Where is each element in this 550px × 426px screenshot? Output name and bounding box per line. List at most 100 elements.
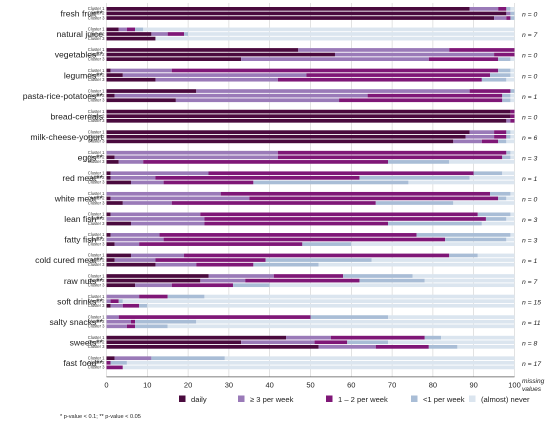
bar-segment xyxy=(469,7,499,11)
cluster-label: Cluster 3 xyxy=(88,324,105,329)
bar-segment xyxy=(506,7,511,11)
bar-segment xyxy=(106,176,111,180)
bar-segment xyxy=(106,212,111,217)
bar-segment xyxy=(106,315,119,319)
legend-swatch xyxy=(411,395,418,402)
bar-segment xyxy=(498,139,507,144)
bar-segment xyxy=(253,262,319,267)
cluster-label: Cluster 1 xyxy=(88,314,105,319)
cluster-label: Cluster 1 xyxy=(88,355,105,360)
footnote: * p-value < 0.1; ** p-value < 0.05 xyxy=(60,414,141,420)
bar-segment xyxy=(388,340,515,345)
bar-segment xyxy=(106,253,131,258)
bar-segment xyxy=(510,150,515,155)
bar-segment xyxy=(208,274,274,278)
bar-segment xyxy=(367,93,503,98)
cluster-label: Cluster 3 xyxy=(88,159,105,164)
bar-segment xyxy=(106,319,131,324)
bar-segment xyxy=(196,89,470,93)
bar-segment xyxy=(106,16,495,20)
bar-segment xyxy=(416,233,511,237)
bar-segment xyxy=(106,11,507,16)
legend-label: (almost) never xyxy=(481,395,530,404)
bar-segment xyxy=(424,335,442,340)
bar-segment xyxy=(106,139,454,144)
bar-segment xyxy=(506,130,511,134)
bar-segment xyxy=(114,93,368,98)
bar-segment xyxy=(249,196,499,201)
x-tick-label: 50 xyxy=(306,380,314,389)
bar-segment xyxy=(375,345,429,349)
cluster-label: Cluster 3 xyxy=(88,56,105,61)
bar-segment xyxy=(106,32,152,36)
x-tick-label: 100 xyxy=(508,380,521,389)
bar-segment xyxy=(428,57,499,61)
cluster-label: Cluster 2 xyxy=(88,113,105,118)
bar-segment xyxy=(502,171,515,176)
bar-segment xyxy=(310,315,389,319)
cluster-label: Cluster 3 xyxy=(88,221,105,226)
bar-segment xyxy=(196,262,254,267)
bar-segment xyxy=(469,176,515,180)
bar-segment xyxy=(241,57,429,61)
bar-segment xyxy=(106,89,197,93)
bar-segment xyxy=(135,319,197,324)
missing-count-label: n = 11 xyxy=(522,320,541,327)
bar-segment xyxy=(506,16,511,20)
bar-segment xyxy=(110,68,172,73)
bar-segment xyxy=(388,221,482,226)
bar-segment xyxy=(188,32,515,36)
bar-segment xyxy=(510,98,515,103)
bar-segment xyxy=(106,335,287,340)
bar-segment xyxy=(477,253,515,258)
cluster-label: Cluster 1 xyxy=(88,171,105,176)
missing-count-label: n = 3 xyxy=(522,238,538,245)
bar-segment xyxy=(506,77,515,82)
bar-segment xyxy=(114,242,140,246)
bar-segment xyxy=(155,36,515,41)
bar-segment xyxy=(122,303,140,308)
bar-segment xyxy=(130,253,185,258)
missing-count-label: n = 7 xyxy=(522,279,538,286)
bar-segment xyxy=(453,201,515,205)
x-tick-label: 10 xyxy=(143,380,151,389)
bar-segment xyxy=(167,324,515,329)
bar-segment xyxy=(106,278,201,283)
category-label: salty snacks** xyxy=(50,317,104,327)
bar-segment xyxy=(114,258,156,262)
bar-segment xyxy=(510,7,515,11)
legend-swatch xyxy=(469,395,476,402)
bar-segment xyxy=(441,335,515,340)
bar-segment xyxy=(106,233,111,237)
bar-segment xyxy=(330,335,425,340)
bar-segment xyxy=(122,365,515,370)
bar-segment xyxy=(196,319,515,324)
bar-segment xyxy=(510,233,515,237)
bar-segment xyxy=(388,160,450,164)
bar-segment xyxy=(106,283,136,288)
category-label: white meat** xyxy=(54,194,104,204)
missing-count-label: n = 3 xyxy=(522,155,538,162)
bar-segment xyxy=(200,278,246,283)
missing-count-label: n = 1 xyxy=(522,94,538,101)
cluster-label: Cluster 2 xyxy=(88,216,105,221)
bar-segment xyxy=(106,118,507,123)
bar-segment xyxy=(204,294,515,299)
cluster-label: Cluster 1 xyxy=(88,109,105,114)
cluster-label: Cluster 2 xyxy=(88,155,105,160)
bar-segment xyxy=(277,77,482,82)
bar-segment xyxy=(106,221,131,226)
x-tick-label: 30 xyxy=(225,380,233,389)
category-label: raw nuts** xyxy=(64,276,104,286)
bar-segment xyxy=(469,89,511,93)
bar-segment xyxy=(106,7,470,11)
category-label: red meat** xyxy=(62,173,103,183)
bar-segment xyxy=(481,139,499,144)
category-label: legumes** xyxy=(64,70,104,80)
category-label: soft drinks** xyxy=(57,296,104,306)
bar-segment xyxy=(510,155,515,160)
bar-segment xyxy=(106,57,242,61)
bar-segment xyxy=(106,134,466,139)
